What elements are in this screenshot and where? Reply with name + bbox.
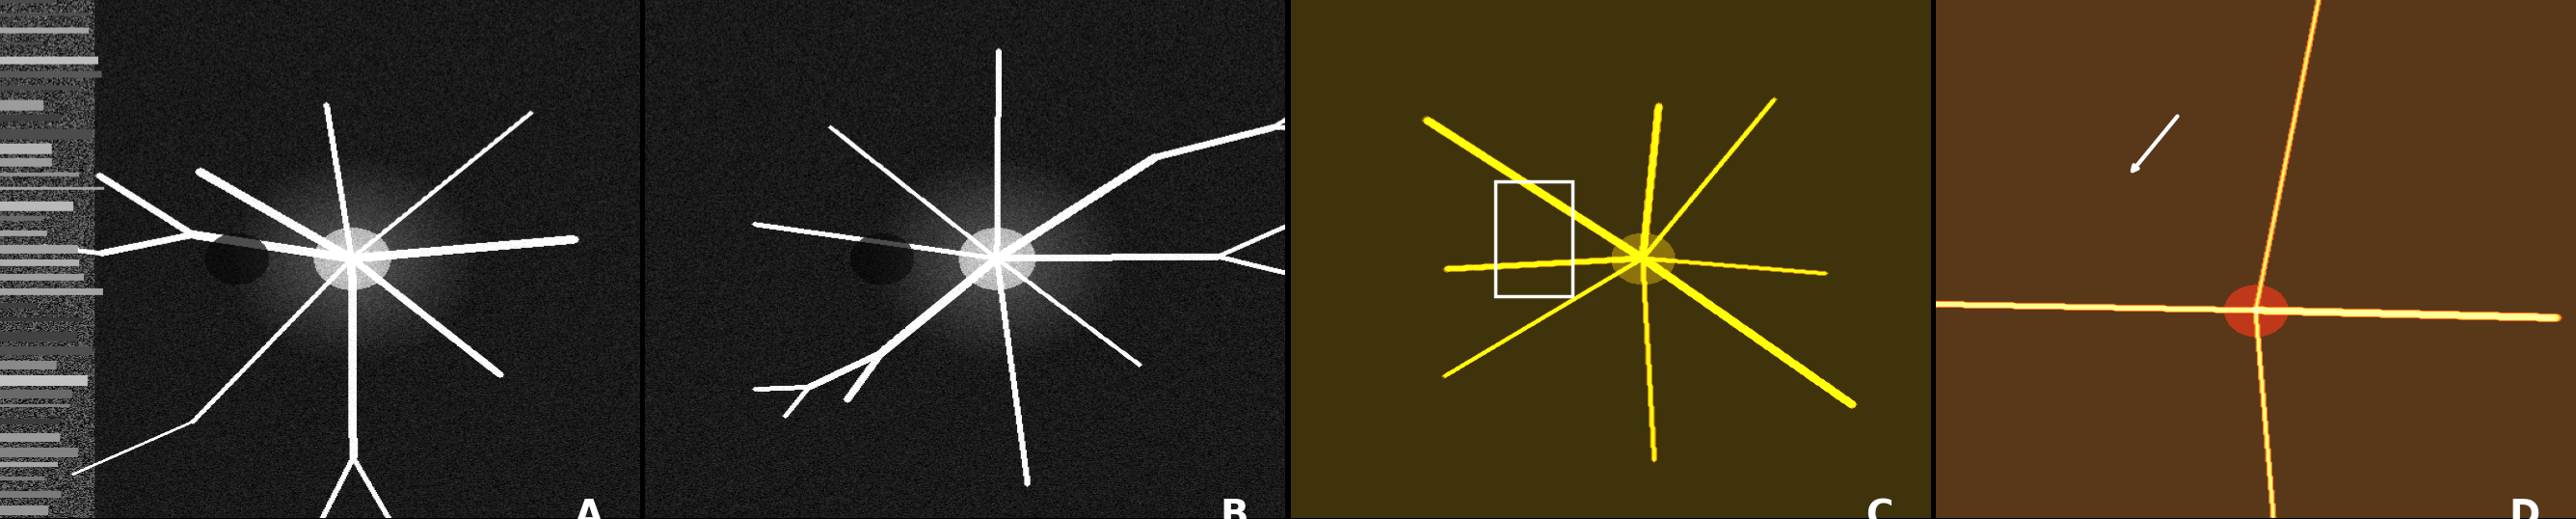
- Text: A: A: [574, 498, 603, 519]
- Text: D: D: [2509, 498, 2540, 519]
- Text: B: B: [1221, 498, 1249, 519]
- Text: C: C: [1865, 498, 1893, 519]
- Bar: [1497, 182, 1571, 296]
